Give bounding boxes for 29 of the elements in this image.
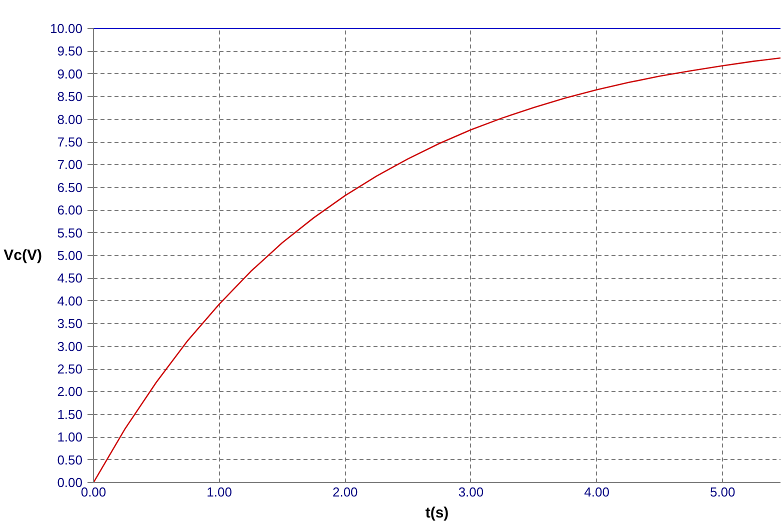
- x-tick-label: 0.00: [80, 484, 106, 500]
- y-tick-label: 9.50: [57, 44, 83, 59]
- y-tick-label: 7.50: [57, 134, 83, 150]
- y-tick-label: 0.00: [57, 475, 83, 490]
- y-tick-label: 10.00: [50, 21, 83, 36]
- y-tick-label: 2.50: [57, 362, 83, 376]
- x-tick-label: 4.00: [584, 484, 610, 500]
- y-tick-label: 4.00: [57, 293, 83, 308]
- x-tick-label: 2.00: [332, 484, 358, 500]
- y-tick-label: 3.50: [57, 316, 83, 332]
- x-tick-label: 5.00: [710, 484, 736, 500]
- y-tick-label: 2.00: [57, 384, 83, 400]
- y-tick-label: 3.00: [57, 338, 83, 354]
- y-tick-label: 0.50: [57, 452, 83, 468]
- y-tick-label: 8.50: [57, 89, 83, 104]
- y-tick-label: 8.00: [57, 112, 83, 127]
- y-tick-label: 7.00: [57, 157, 83, 172]
- y-tick-label: 5.00: [57, 248, 83, 263]
- y-tick-label: 6.50: [57, 180, 83, 195]
- y-tick-label: 5.50: [57, 225, 83, 240]
- y-tick-label: 1.50: [57, 406, 83, 422]
- y-tick-label: 6.00: [57, 202, 83, 218]
- x-tick-label: 3.00: [458, 484, 484, 500]
- x-tick-label: 1.00: [206, 484, 232, 500]
- x-axis-title: t(s): [425, 504, 449, 522]
- y-tick-label: 9.00: [57, 66, 83, 82]
- y-axis-title: Vc(V): [4, 247, 42, 264]
- y-tick-label: 1.00: [57, 430, 83, 445]
- y-tick-label: 4.50: [57, 270, 83, 286]
